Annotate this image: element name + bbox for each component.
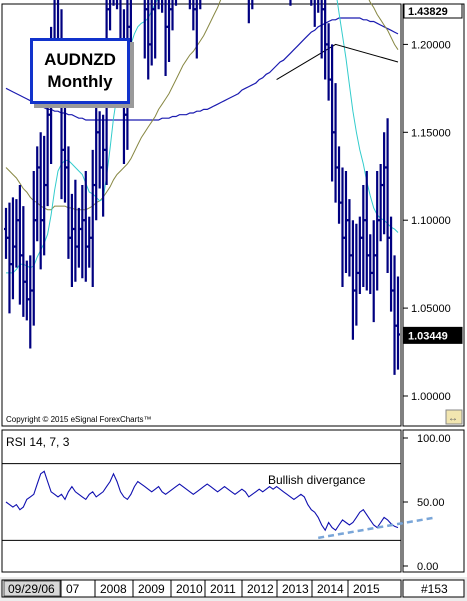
rsi-y-tick-label: 50.00 [417,497,445,509]
price-y-tick-label: 1.20000 [411,39,451,51]
price-bar [128,0,132,48]
start-date-box [3,580,61,597]
chart-title: AUDNZD [44,50,116,69]
price-y-tick-label: 1.00000 [411,391,451,403]
last-price-box [403,326,463,344]
rsi-y-tick-label: 0.00 [417,561,438,573]
price-y-tick-label: 1.15000 [411,127,451,139]
price-top-label-box [403,3,463,19]
footer-tag-box [402,579,465,598]
ma-fast-line [6,0,399,274]
last-price-label: 1.03449 [408,330,448,342]
price-y-tick-label: 1.05000 [411,303,451,315]
copyright-text: Copyright © 2015 eSignal ForexCharts™ [6,415,152,424]
rsi-y-tick-label: 100.00 [417,433,451,445]
price-axis-frame [402,3,465,427]
rsi-line [5,470,399,532]
price-bar [317,0,320,13]
ma-long-line [276,43,399,81]
price-y-tick-label: 1.10000 [411,215,451,227]
date-axis-label: 07 [66,582,80,596]
scale-control-glyph: ↔ [448,413,458,424]
price-bar [396,276,400,370]
date-axis-label: 2015 [353,582,380,596]
date-axis-label: 2014 [317,582,344,596]
price-bar [313,0,316,27]
chart-subtitle: Monthly [47,72,113,91]
price-bar [108,0,112,31]
rsi-axis-frame [402,429,465,573]
footer-tag: #153 [421,582,448,596]
scale-control-icon [445,409,463,425]
date-axis-frame [1,579,402,598]
date-axis-label: 2010 [176,582,203,596]
date-axis-label: 2013 [282,582,309,596]
chart-title-badge: AUDNZD Monthly [30,38,130,104]
date-axis-label: 2011 [210,582,236,596]
rsi-annotation: Bullish divergance [268,473,366,487]
price-top-label: 1.43829 [408,6,448,18]
price-bar [153,0,157,59]
rsi-title: RSI 14, 7, 3 [6,435,70,449]
date-axis-label: 2009 [138,582,165,596]
ma-slow-line [5,17,399,121]
price-bar [194,0,198,59]
date-axis-label: 2012 [247,582,274,596]
price-bar [170,0,174,31]
date-axis-label: 09/29/06 [8,582,55,596]
date-axis-label: 2008 [100,582,127,596]
rsi-plot-frame [1,429,402,573]
